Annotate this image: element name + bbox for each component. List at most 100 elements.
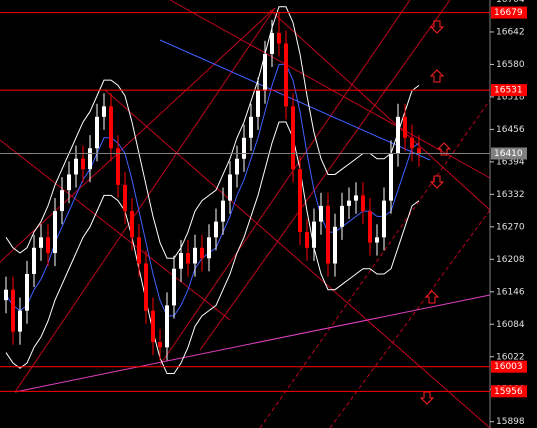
arrow-up (429, 69, 445, 83)
y-tick-label: 16518 (496, 92, 525, 102)
level-label: 15956 (494, 387, 523, 397)
candle-body (32, 247, 36, 274)
candle-body (263, 53, 267, 91)
trend-line (159, 0, 411, 366)
candle-body (123, 184, 127, 212)
candle-body (53, 211, 57, 254)
candle-body (396, 116, 400, 154)
y-tick-label: 16084 (496, 320, 525, 330)
candle-body (256, 90, 260, 117)
candle-body (130, 211, 134, 238)
candle-body (242, 137, 246, 159)
level-label-box (491, 6, 527, 19)
trend-line (199, 0, 451, 351)
trend-line (0, 7, 276, 263)
candle-body (18, 310, 22, 332)
candle-body (305, 232, 309, 248)
candle-body (60, 190, 64, 212)
arrow-up (436, 142, 452, 156)
candle-body (144, 263, 148, 311)
candle-body (81, 158, 85, 170)
level-label: 16410 (494, 149, 523, 159)
level-label-box (491, 147, 527, 160)
candle-body (221, 200, 225, 222)
candle-body (375, 237, 379, 243)
candle-body (214, 221, 218, 238)
trend-line (269, 9, 491, 211)
y-tick-label: 16146 (496, 287, 525, 297)
arrow-up (424, 290, 440, 304)
level-label: 16531 (494, 86, 523, 96)
trend-line (169, 0, 491, 179)
candle-body (298, 169, 302, 233)
candle-body (319, 205, 323, 222)
candle-body (389, 153, 393, 201)
level-label: 16679 (494, 8, 523, 18)
trend-line (104, 89, 491, 428)
candle-body (277, 33, 281, 44)
level-label-box (491, 385, 527, 398)
trend-lines (0, 0, 491, 428)
candle-body (137, 237, 141, 264)
candle-body (74, 158, 78, 175)
y-tick-label: 16022 (496, 352, 525, 362)
candle-body (193, 247, 197, 264)
level-label-box (491, 360, 527, 373)
candle-body (347, 200, 351, 206)
candle-body (116, 148, 120, 185)
candle-body (312, 221, 316, 248)
candle-body (11, 289, 15, 332)
trend-line (0, 139, 231, 321)
candle-body (88, 148, 92, 170)
y-tick-label: 16642 (496, 27, 525, 37)
candle-body (25, 273, 29, 311)
band-line (5, 121, 420, 375)
candle-body (109, 106, 113, 149)
candle-body (67, 174, 71, 191)
candle-body (165, 305, 169, 348)
level-label: 16003 (494, 362, 523, 372)
candle-body (39, 237, 43, 248)
signal-arrows (419, 20, 452, 405)
y-tick-label: 16394 (496, 157, 525, 167)
candle-body (354, 195, 358, 201)
trend-line (14, 7, 276, 393)
candle-body (410, 137, 414, 149)
candle-body (158, 342, 162, 348)
candle-body (368, 211, 372, 243)
arrow-down (419, 391, 435, 405)
candle-body (382, 200, 386, 238)
candle-body (284, 43, 288, 107)
trend-line (259, 99, 491, 428)
candle-body (249, 116, 253, 138)
candle-body (361, 195, 365, 212)
moving-average (5, 63, 420, 317)
candle-body (333, 226, 337, 264)
candle-body (207, 237, 211, 259)
candle-body (340, 205, 344, 227)
arrow-down (429, 175, 445, 189)
y-tick-label: 16208 (496, 255, 525, 265)
candle-body (270, 33, 274, 54)
candle-body (200, 247, 204, 259)
trend-line (14, 294, 491, 393)
trend-line (329, 209, 491, 428)
candle-body (95, 116, 99, 149)
candle-body (291, 106, 295, 170)
y-tick-label: 16270 (496, 222, 525, 232)
y-tick-label: 16580 (496, 60, 525, 70)
candle-body (403, 116, 407, 138)
band-line (5, 6, 420, 259)
trend-line (159, 39, 431, 161)
candle-body (186, 253, 190, 264)
candle-body (417, 148, 421, 154)
candle-body (46, 237, 50, 254)
candle-body (102, 106, 106, 117)
candle-body (172, 268, 176, 306)
candle-body (4, 289, 8, 301)
y-tick-label: 16704 (496, 0, 525, 5)
candle-body (179, 253, 183, 269)
arrow-down (429, 20, 445, 34)
